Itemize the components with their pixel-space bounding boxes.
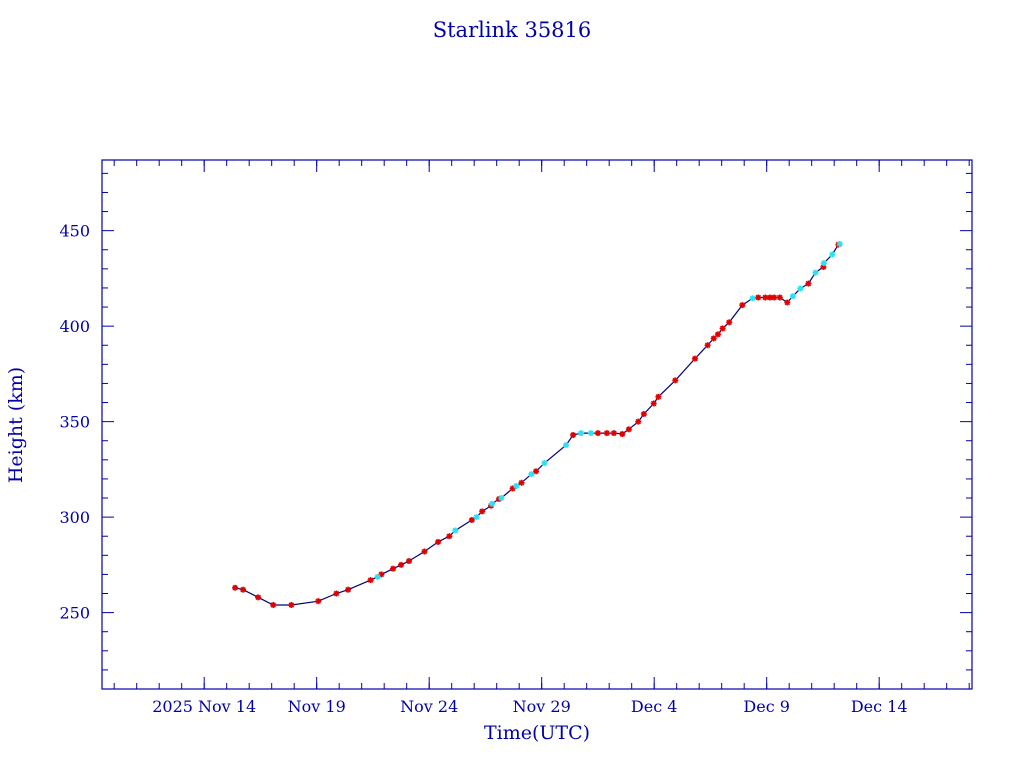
data-point-red bbox=[619, 431, 626, 438]
data-point-cyan bbox=[489, 500, 495, 507]
data-point-red bbox=[333, 590, 340, 597]
data-point-red bbox=[784, 299, 791, 306]
data-point-red bbox=[315, 598, 322, 605]
data-point-red bbox=[603, 430, 610, 437]
data-point-cyan bbox=[749, 295, 756, 302]
y-tick-label: 250 bbox=[59, 604, 90, 623]
data-point-red bbox=[704, 342, 711, 349]
data-point-red bbox=[691, 355, 698, 362]
data-point-red bbox=[650, 400, 657, 407]
data-point-red bbox=[610, 430, 617, 437]
y-axis-label: Height (km) bbox=[5, 367, 27, 483]
data-point-cyan bbox=[836, 241, 843, 248]
data-point-cyan bbox=[797, 285, 804, 292]
x-axis-label: Time(UTC) bbox=[484, 722, 590, 744]
data-point-red bbox=[714, 331, 721, 338]
data-point-red bbox=[421, 548, 428, 555]
data-point-cyan bbox=[820, 260, 827, 267]
x-tick-label: Dec 14 bbox=[851, 697, 908, 716]
data-point-red bbox=[762, 294, 769, 301]
data-point-red bbox=[635, 418, 642, 425]
data-point-red bbox=[232, 584, 239, 591]
data-point-red bbox=[406, 558, 413, 565]
axis-ticks bbox=[102, 160, 972, 690]
data-point-cyan bbox=[473, 514, 480, 521]
y-tick-label: 400 bbox=[59, 317, 90, 336]
data-point-red bbox=[640, 410, 647, 417]
data-point-red bbox=[367, 577, 374, 584]
data-point-red bbox=[533, 468, 540, 475]
x-tick-label: Dec 4 bbox=[631, 697, 678, 716]
data-point-cyan bbox=[528, 471, 535, 478]
chart-title: Starlink 35816 bbox=[433, 18, 592, 42]
data-point-red bbox=[446, 533, 453, 540]
data-point-red bbox=[288, 601, 295, 608]
y-tick-label: 350 bbox=[59, 413, 90, 432]
data-point-cyan bbox=[374, 573, 381, 580]
y-tick-labels: 250 300 350 400 450 bbox=[59, 222, 90, 623]
data-markers bbox=[232, 241, 843, 608]
data-point-red bbox=[719, 325, 726, 332]
data-point-cyan bbox=[829, 251, 836, 258]
data-point-red bbox=[776, 294, 783, 301]
x-tick-label: Nov 24 bbox=[400, 697, 458, 716]
data-point-red bbox=[518, 479, 525, 486]
data-point-cyan bbox=[812, 269, 819, 276]
x-tick-label: Dec 9 bbox=[743, 697, 790, 716]
data-point-cyan bbox=[789, 293, 796, 300]
data-point-cyan bbox=[578, 430, 585, 437]
data-point-cyan bbox=[513, 482, 520, 489]
data-point-red bbox=[435, 538, 442, 545]
data-point-red bbox=[468, 516, 475, 523]
data-point-red bbox=[479, 508, 486, 515]
data-point-cyan bbox=[563, 442, 570, 449]
x-tick-label: Nov 29 bbox=[513, 697, 571, 716]
data-point-red bbox=[345, 586, 352, 593]
data-point-red bbox=[739, 302, 746, 309]
data-point-red bbox=[240, 586, 247, 593]
data-point-red bbox=[270, 601, 277, 608]
plot-frame bbox=[101, 159, 973, 690]
y-tick-label: 300 bbox=[59, 508, 90, 527]
data-point-cyan bbox=[452, 527, 459, 534]
data-point-red bbox=[755, 294, 762, 301]
data-point-red bbox=[672, 377, 679, 384]
data-point-red bbox=[805, 280, 812, 287]
data-point-red bbox=[771, 294, 778, 301]
data-point-cyan bbox=[541, 460, 548, 467]
data-point-red bbox=[655, 393, 662, 400]
data-point-red bbox=[390, 565, 397, 572]
data-point-red bbox=[710, 335, 717, 342]
data-point-red bbox=[726, 319, 733, 326]
data-point-cyan bbox=[587, 430, 594, 437]
data-point-red bbox=[255, 594, 262, 601]
data-point-cyan bbox=[498, 495, 505, 502]
x-tick-label: 2025 Nov 14 bbox=[152, 697, 256, 716]
data-point-red bbox=[594, 430, 601, 437]
data-point-red bbox=[625, 426, 632, 433]
height-line bbox=[234, 243, 841, 606]
x-tick-label: Nov 19 bbox=[288, 697, 346, 716]
data-point-red bbox=[398, 561, 405, 568]
y-tick-label: 450 bbox=[59, 222, 90, 241]
x-tick-labels: 2025 Nov 14 Nov 19 Nov 24 Nov 29 Dec 4 Dec 9 D… bbox=[152, 697, 907, 716]
data-point-red bbox=[570, 432, 577, 439]
